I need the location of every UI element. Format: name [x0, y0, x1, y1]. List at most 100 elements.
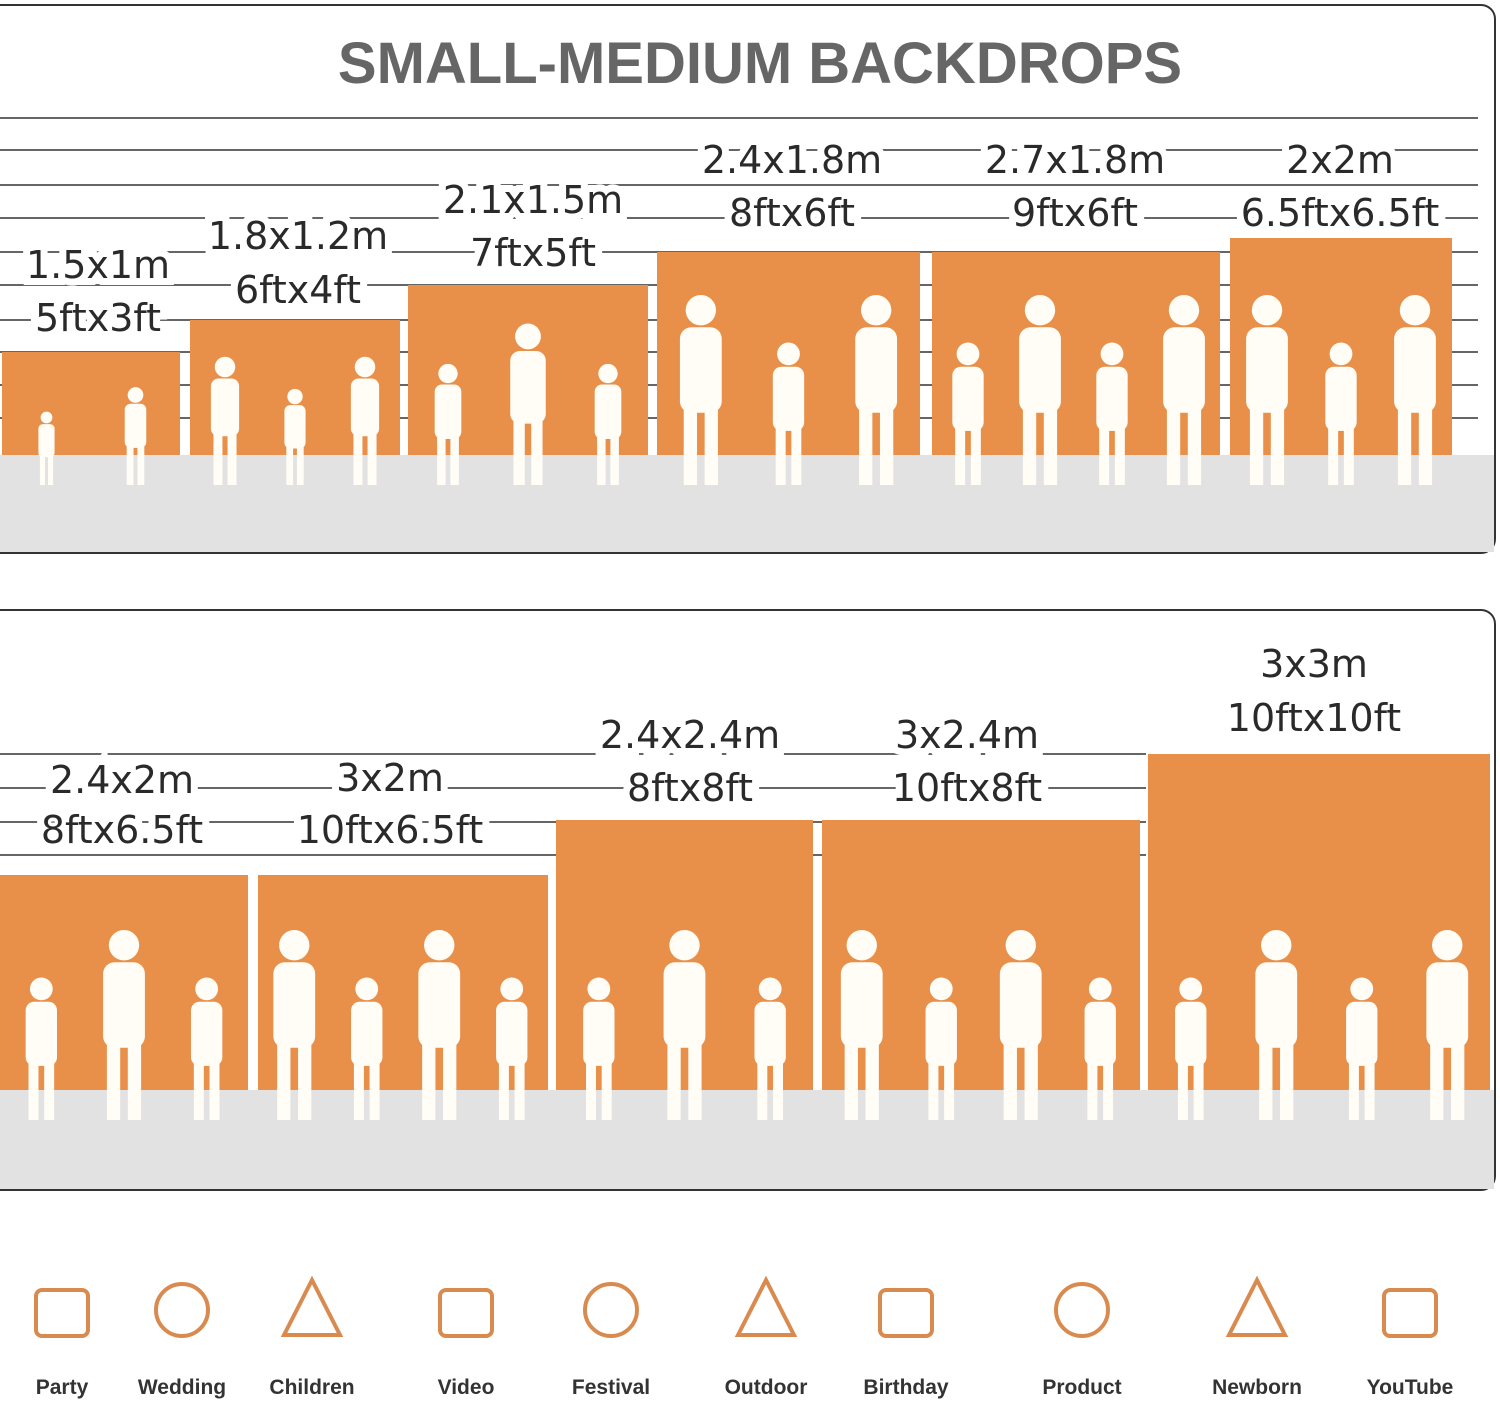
silhouette [679, 295, 722, 485]
head [195, 977, 219, 1001]
size-imperial: 9ftx6ft [1012, 191, 1138, 235]
leg [1259, 1044, 1273, 1120]
use-label: Product [1042, 1376, 1121, 1399]
head [214, 356, 236, 378]
silhouette [38, 411, 55, 485]
size-metric: 2.4x1.8m [702, 138, 882, 182]
body [1426, 962, 1469, 1048]
icon-shape [878, 1288, 934, 1338]
icon-shape [438, 1288, 494, 1338]
body [1346, 1001, 1378, 1066]
size-imperial: 10ftx6.5ft [297, 808, 484, 852]
leg [209, 1063, 220, 1120]
head [1100, 342, 1124, 366]
head [1432, 930, 1463, 961]
body [284, 405, 306, 449]
icon-shape [734, 1275, 798, 1337]
silhouette [1346, 977, 1378, 1120]
size-metric: 3x3m [1260, 642, 1368, 686]
leg [859, 409, 873, 485]
head [108, 930, 140, 961]
leg [443, 1044, 457, 1120]
leg [353, 1063, 364, 1120]
body [510, 350, 546, 424]
silhouette [594, 363, 622, 485]
leg [127, 1044, 142, 1120]
leg [126, 445, 134, 485]
leg [955, 428, 966, 485]
use-icon [1225, 1275, 1289, 1337]
size-imperial: 6ftx4ft [235, 268, 361, 312]
use-icon [280, 1275, 344, 1337]
head [1179, 977, 1203, 1001]
leg [1280, 1044, 1294, 1120]
body [434, 384, 462, 439]
leg [1270, 409, 1285, 485]
silhouette [1163, 295, 1205, 485]
silhouette [1084, 977, 1116, 1120]
body [190, 1001, 223, 1066]
leg [1087, 1063, 1098, 1120]
silhouette [510, 323, 546, 485]
leg [601, 1063, 612, 1120]
head [515, 323, 541, 350]
body [103, 962, 145, 1048]
size-imperial: 10ftx10ft [1227, 696, 1401, 740]
head [127, 387, 144, 403]
body [754, 1001, 786, 1066]
leg [353, 433, 363, 485]
head [1399, 295, 1431, 326]
leg [773, 1063, 783, 1120]
leg [296, 446, 304, 485]
leg [498, 1063, 509, 1120]
silhouette [1019, 295, 1061, 485]
leg [1343, 428, 1354, 485]
leg [367, 433, 377, 485]
leg [44, 1063, 55, 1120]
icon-shape [583, 1282, 639, 1338]
head [500, 977, 524, 1001]
leg [1418, 409, 1433, 485]
leg [227, 433, 237, 485]
leg [1249, 409, 1264, 485]
leg [437, 436, 446, 485]
silhouette [103, 930, 145, 1120]
leg [106, 1044, 121, 1120]
body [855, 327, 898, 413]
leg [1114, 428, 1125, 485]
leg [1187, 409, 1202, 485]
head [1261, 930, 1292, 961]
use-icon [734, 1275, 798, 1337]
leg [1397, 409, 1412, 485]
body [1255, 962, 1298, 1048]
use-label: Newborn [1212, 1376, 1302, 1399]
size-metric: 2.7x1.8m [985, 138, 1165, 182]
body [418, 962, 461, 1048]
head [40, 411, 53, 424]
leg [369, 1063, 380, 1120]
icon-shape [154, 1282, 210, 1338]
icon-shape [1382, 1288, 1438, 1338]
leg [39, 455, 46, 485]
head [287, 388, 303, 405]
leg [844, 1044, 858, 1120]
body [350, 378, 380, 437]
head [1251, 295, 1283, 326]
leg [1177, 1063, 1188, 1120]
leg [944, 1063, 955, 1120]
silhouette [952, 342, 984, 485]
leg [610, 436, 619, 485]
body [999, 962, 1042, 1048]
leg [688, 1044, 702, 1120]
body [351, 1001, 383, 1066]
leg [286, 446, 294, 485]
leg [277, 1044, 291, 1120]
silhouette [434, 363, 462, 485]
body [25, 1001, 58, 1066]
body [1163, 327, 1205, 413]
silhouette [1175, 977, 1207, 1120]
leg [1166, 409, 1181, 485]
body [925, 1001, 957, 1066]
head [29, 977, 53, 1001]
silhouette [496, 977, 528, 1120]
